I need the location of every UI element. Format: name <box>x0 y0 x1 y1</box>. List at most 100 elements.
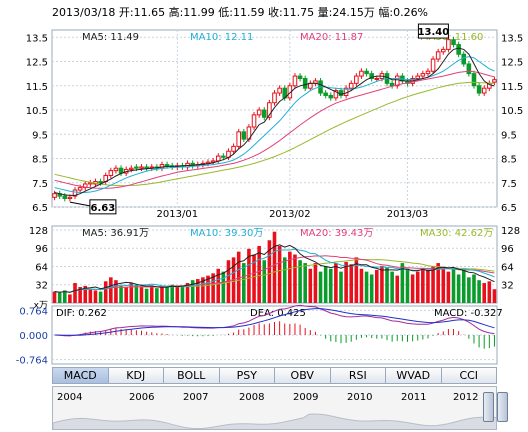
volume-bar <box>175 287 180 303</box>
price-ytick-left: 11.5 <box>26 82 48 93</box>
volume-bar <box>375 269 379 303</box>
volume-bar <box>129 283 134 303</box>
tab-rsi[interactable]: RSI <box>329 367 385 384</box>
volume-bar <box>477 280 481 303</box>
price-ytick-right: 8.5 <box>501 155 517 166</box>
volume-ma20-line <box>54 255 495 293</box>
candle-body <box>369 73 374 79</box>
volume-bar <box>242 263 246 303</box>
candle-body <box>267 102 272 118</box>
candle-body <box>118 167 124 174</box>
candle-body <box>389 82 395 87</box>
macd-ytick: 0.764 <box>19 306 48 317</box>
volume-ytick-left: 96 <box>35 244 48 255</box>
volume-bar <box>288 251 292 303</box>
tab-cci[interactable]: CCI <box>440 367 497 384</box>
tab-boll[interactable]: BOLL <box>163 367 219 384</box>
macd-legend-dea: DEA: 0.425 <box>250 308 306 319</box>
price-ytick-left: 10.5 <box>26 106 48 117</box>
price-ytick-left: 7.5 <box>32 179 48 190</box>
volume-bar <box>144 288 149 303</box>
candle-body <box>62 195 68 200</box>
timeline-svg: 2004 2006 2007 2008 2009 2010 2011 2012 <box>53 392 496 429</box>
candle-body <box>251 114 257 128</box>
volume-bar <box>472 274 476 303</box>
candle-body <box>292 75 298 87</box>
volume-bar <box>415 271 420 303</box>
volume-bar <box>257 245 261 303</box>
candle-body <box>272 92 277 104</box>
tab-psy[interactable]: PSY <box>218 367 274 384</box>
volume-bar <box>410 274 415 303</box>
ma5-line <box>54 47 495 196</box>
volume-bar <box>461 269 466 303</box>
timeline-area <box>53 413 496 429</box>
volume-bar <box>124 287 128 303</box>
volume-bar <box>247 248 251 303</box>
timeline-navigator[interactable]: 2004 2006 2007 2008 2009 2010 2011 2012 <box>52 386 497 430</box>
candle-body <box>466 63 472 75</box>
tab-macd[interactable]: MACD <box>52 367 108 384</box>
volume-bar <box>52 291 57 303</box>
price-ytick-right: 12.5 <box>501 58 523 69</box>
price-legend-ma30: MA30: 11.60 <box>420 32 483 43</box>
candle-body <box>113 167 119 172</box>
volume-bar <box>252 254 256 303</box>
timeline-year: 2011 <box>401 392 426 403</box>
volume-bar <box>313 263 318 303</box>
volume-bar <box>482 283 487 303</box>
tab-obv[interactable]: OBV <box>274 367 330 384</box>
price-legend-ma5: MA5: 11.49 <box>82 32 139 43</box>
volume-bar <box>328 268 333 303</box>
volume-bar <box>226 260 231 303</box>
candle-body <box>415 75 421 79</box>
volume-bar <box>369 274 374 303</box>
low-marker-label: 6.63 <box>91 203 116 214</box>
volume-bar <box>354 257 359 303</box>
volume-bar <box>303 263 307 303</box>
timeline-handle-right[interactable] <box>497 392 508 422</box>
timeline-year: 2012 <box>453 392 478 403</box>
low-marker-box <box>89 199 117 215</box>
volume-bar <box>160 287 164 303</box>
tab-kdj[interactable]: KDJ <box>107 367 163 384</box>
volume-bar <box>155 288 159 303</box>
candle-body <box>72 189 78 197</box>
volume-ytick-left: 64 <box>35 262 48 273</box>
volume-bar <box>456 274 461 303</box>
candle-body <box>441 48 446 53</box>
volume-bar <box>170 284 174 303</box>
volume-bar <box>221 271 226 303</box>
volume-bar <box>216 268 221 303</box>
volume-bar <box>180 285 185 303</box>
volume-ytick-right: 128 <box>501 226 520 237</box>
volume-legend-ma20: MA20: 39.43万 <box>300 228 373 239</box>
volume-bar <box>339 271 343 303</box>
volume-bar <box>134 284 139 303</box>
price-ytick-right: 6.5 <box>501 203 517 214</box>
timeline-year: 2004 <box>57 392 82 403</box>
candle-body <box>215 155 221 162</box>
price-ytick-left: 8.5 <box>32 155 48 166</box>
volume-bar <box>68 294 72 303</box>
high-marker-box <box>417 23 449 39</box>
price-ytick-left: 13.5 <box>26 33 48 44</box>
tab-wvad[interactable]: WVAD <box>385 367 441 384</box>
macd-ytick: 0.000 <box>19 331 48 342</box>
candle-body <box>451 39 456 46</box>
candle-body <box>231 145 236 152</box>
volume-bar <box>211 273 215 303</box>
candle-body <box>221 155 226 158</box>
candle-body <box>277 87 282 94</box>
candle-body <box>128 167 134 170</box>
volume-bar <box>492 289 497 303</box>
macd-ytick: -0.764 <box>16 356 48 366</box>
timeline-year: 2008 <box>239 392 264 403</box>
candle-body <box>297 75 303 79</box>
price-legend-ma20: MA20: 11.87 <box>300 32 363 43</box>
macd-legend-macd: MACD: -0.327 <box>434 308 503 319</box>
candle-body <box>476 85 482 94</box>
candle-body <box>144 166 149 169</box>
timeline-handle-left[interactable] <box>483 392 494 422</box>
